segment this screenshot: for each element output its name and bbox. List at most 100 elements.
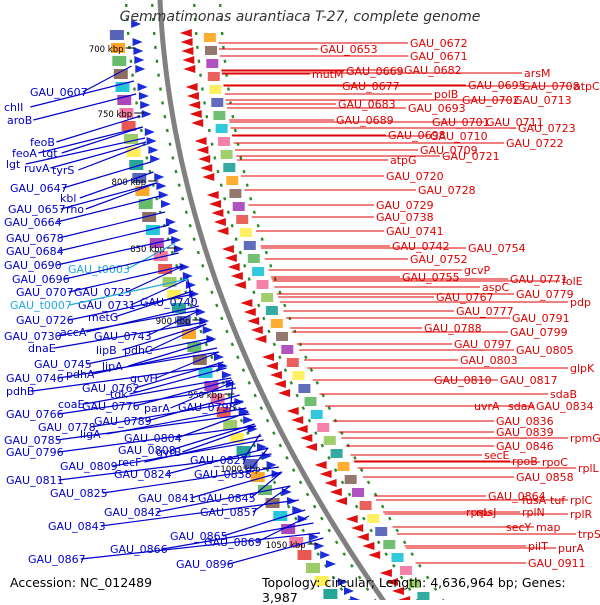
reference-ring-3 [192,0,422,605]
reverse-gene-arrow [227,263,240,271]
gene-label-kbl: kbl [60,192,76,205]
gene-label-GAU_0746: GAU_0746 [6,372,64,385]
feature-block [383,540,396,549]
gene-label-feoA: feoA [12,147,37,160]
forward-connector [50,141,147,169]
feature-block [126,147,141,157]
forward-gene-arrow [261,452,272,460]
gene-label-GAU_0842: GAU_0842 [104,506,162,519]
forward-connector [78,143,147,171]
gene-label-GAU_0726: GAU_0726 [16,314,74,327]
reverse-gene-arrow [202,173,215,181]
forward-connector [56,309,201,337]
forward-connector [56,413,250,441]
reverse-gene-arrow [200,164,213,172]
forward-connector [250,471,283,499]
forward-gene-arrow [137,83,148,91]
reverse-gene-arrow [319,470,332,478]
forward-connector [129,367,227,395]
forward-connector [150,323,207,351]
feature-block [142,212,157,222]
reverse-gene-arrow [188,101,201,109]
feature-block [209,85,222,94]
forward-connector [252,485,291,513]
feature-block [258,485,272,495]
feature-block [417,592,430,601]
reverse-gene-arrow [368,551,381,559]
feature-block [223,163,236,172]
gene-label-map: map [536,521,560,534]
forward-connector [92,347,218,375]
gene-label-GAU_0857: GAU_0857 [200,506,258,519]
forward-gene-arrow [179,263,190,271]
forward-connector [68,293,195,321]
gene-label-rpoC: rpoC [542,456,568,469]
feature-block [256,280,269,289]
reverse-gene-arrow [224,254,237,262]
gene-label-tgt: tgt [42,147,58,160]
forward-gene-arrow [308,533,319,541]
gene-label-GAU_0720: GAU_0720 [386,170,444,183]
feature-block [314,576,329,586]
gene-label-tdk: tdk [110,388,128,401]
gene-label-GAU_0745: GAU_0745 [34,358,92,371]
feature-block [162,277,177,287]
backbone-arc [157,0,390,605]
forward-gene-arrow [257,443,267,451]
reverse-gene-arrow [213,218,226,226]
gene-label-polB: polB [434,88,458,101]
forward-gene-arrow [148,146,159,154]
reverse-gene-arrow [269,371,282,379]
feature-block [273,511,288,521]
gene-label-GAU_0896: GAU_0896 [176,558,234,571]
feature-block [344,475,357,484]
reverse-gene-arrow [273,380,286,388]
forward-connector [58,351,219,379]
gene-label-purA: purA [558,542,584,555]
forward-gene-arrow [146,137,157,145]
reverse-gene-arrow [265,362,278,370]
forward-connector [56,195,161,223]
gene-label-GAU_0843: GAU_0843 [48,520,106,533]
feature-block [317,423,330,432]
gene-label-GAU_0707: GAU_0707 [16,286,74,299]
gene-label-GAU_0755: GAU_0755 [402,271,460,284]
gene-label-ligA: ligA [80,428,101,441]
forward-gene-arrow [199,317,210,325]
tick-label: 750 kbp [98,110,133,120]
feature-block [236,446,251,456]
forward-gene-arrow [202,326,213,334]
tick-label: 1000 kbp [220,465,260,475]
feature-block [236,215,249,224]
forward-gene-arrow [171,236,182,244]
gene-label-GAU_0834: GAU_0834 [536,400,594,413]
feature-block [330,449,343,458]
gene-label-ruvA: ruvA [24,162,50,175]
gene-label-GAU_0713: GAU_0713 [514,94,572,107]
forward-connector [86,337,213,365]
forward-gene-arrow [133,47,144,55]
gene-label-GAU_0825: GAU_0825 [50,487,108,500]
feature-block [243,241,256,250]
tick-label: 700 kbp [89,45,124,55]
feature-block [261,293,274,302]
forward-gene-arrow [168,227,179,235]
feature-block [297,550,312,560]
reverse-gene-arrow [186,92,199,100]
feature-block [323,436,336,445]
tick-label: 900 kbp [156,317,191,327]
gene-label-GAU_0766: GAU_0766 [6,408,64,421]
gene-label-GAU_0778: GAU_0778 [38,421,96,434]
gene-label-GAU_0672: GAU_0672 [410,37,468,50]
forward-gene-arrow [243,416,254,424]
gene-label-GAU_0671: GAU_0671 [410,50,468,63]
feature-block [206,59,219,68]
feature-block [306,563,320,573]
forward-connector [222,509,306,537]
feature-block [310,410,323,419]
forward-connector [176,411,249,439]
forward-gene-arrow [135,65,146,73]
feature-block [391,553,404,562]
reverse-gene-arrow [262,353,274,361]
gene-label-gcvP: gcvP [464,264,491,277]
